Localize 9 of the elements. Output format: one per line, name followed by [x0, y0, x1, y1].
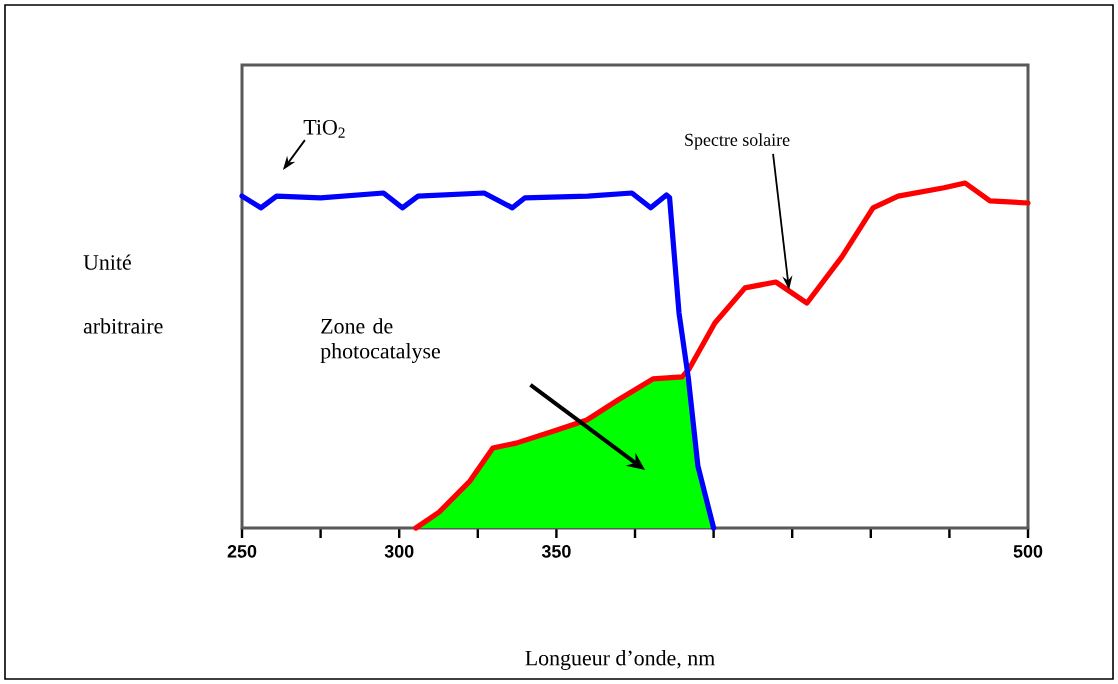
annotation: Spectre solaire	[685, 133, 790, 150]
x-tick-label: 350	[541, 545, 571, 558]
text: Unité arbitraire	[83, 254, 163, 334]
annotation: TiO$_{2}$	[303, 119, 345, 138]
annotation: Zone de photocatalyse	[320, 318, 440, 364]
x-tick-label: 250	[227, 545, 257, 558]
x-tick-label: 500	[1013, 545, 1043, 558]
x-tick-label: 300	[384, 545, 414, 558]
x-axis-title: Longueur d’onde, nm	[525, 650, 715, 670]
